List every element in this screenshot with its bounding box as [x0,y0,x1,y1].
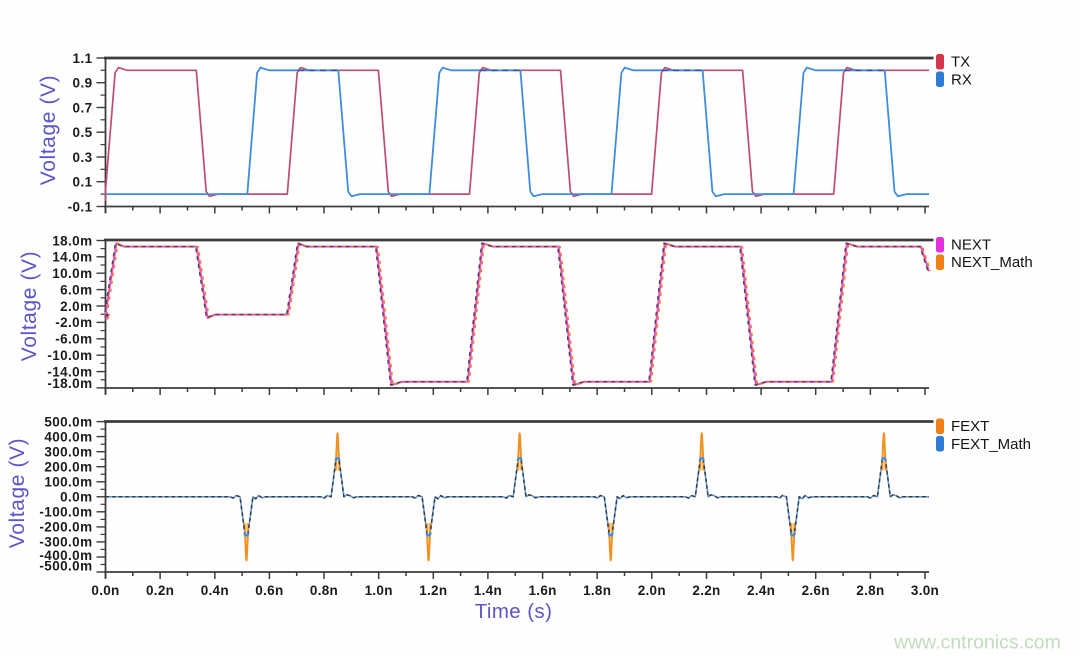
svg-text:10.0m: 10.0m [52,266,92,281]
svg-text:NEXT_Math: NEXT_Math [951,254,1033,271]
svg-text:0.2n: 0.2n [146,583,174,598]
svg-text:-14.0m: -14.0m [47,364,92,379]
svg-text:-500.0m: -500.0m [39,558,92,573]
svg-text:200.0m: 200.0m [44,460,92,475]
svg-text:1.2n: 1.2n [419,583,447,598]
svg-text:1.6n: 1.6n [528,583,556,598]
svg-text:Voltage (V): Voltage (V) [37,75,60,186]
svg-text:0.0m: 0.0m [60,490,92,505]
svg-text:2.6n: 2.6n [802,583,830,598]
svg-text:0.5: 0.5 [73,125,93,140]
svg-text:Voltage (V): Voltage (V) [6,438,29,549]
svg-text:0.1: 0.1 [73,175,93,190]
svg-text:2.8n: 2.8n [856,583,884,598]
svg-text:-0.1: -0.1 [68,199,93,214]
svg-text:0.7: 0.7 [73,100,93,115]
svg-text:NEXT: NEXT [951,237,991,254]
svg-text:-400.0m: -400.0m [39,548,92,563]
svg-text:3.0n: 3.0n [911,583,939,598]
svg-text:-6.0m: -6.0m [55,332,92,347]
svg-text:2.4n: 2.4n [747,583,775,598]
svg-text:-300.0m: -300.0m [39,535,92,550]
svg-text:400.0m: 400.0m [44,429,92,444]
svg-text:100.0m: 100.0m [44,475,92,490]
svg-text:0.8n: 0.8n [310,583,338,598]
svg-text:0.0n: 0.0n [91,583,119,598]
svg-text:2.0n: 2.0n [638,583,666,598]
svg-text:RX: RX [951,72,972,89]
svg-text:2.2n: 2.2n [692,583,720,598]
svg-text:-10.0m: -10.0m [47,348,92,363]
svg-text:FEXT: FEXT [951,418,989,435]
svg-text:1.1: 1.1 [73,51,93,66]
svg-text:2.0m: 2.0m [60,299,92,314]
svg-text:1.0n: 1.0n [365,583,393,598]
svg-text:0.3: 0.3 [73,150,93,165]
svg-text:500.0m: 500.0m [44,414,92,429]
svg-text:0.4n: 0.4n [201,583,229,598]
svg-text:-2.0m: -2.0m [55,315,92,330]
svg-text:TX: TX [951,54,970,71]
svg-text:Time (s): Time (s) [475,600,553,623]
svg-text:www.cntronics.com: www.cntronics.com [893,632,1061,654]
svg-text:0.9: 0.9 [73,76,93,91]
svg-text:FEXT_Math: FEXT_Math [951,436,1031,453]
svg-text:Voltage (V): Voltage (V) [18,251,41,362]
svg-text:-18.0m: -18.0m [47,376,92,391]
svg-text:14.0m: 14.0m [52,250,92,265]
svg-text:1.4n: 1.4n [474,583,502,598]
svg-text:300.0m: 300.0m [44,445,92,460]
svg-text:-200.0m: -200.0m [39,520,92,535]
svg-text:-100.0m: -100.0m [39,505,92,520]
svg-text:6.0m: 6.0m [60,282,92,297]
svg-text:0.6n: 0.6n [255,583,283,598]
svg-text:1.8n: 1.8n [583,583,611,598]
svg-text:18.0m: 18.0m [52,233,92,248]
